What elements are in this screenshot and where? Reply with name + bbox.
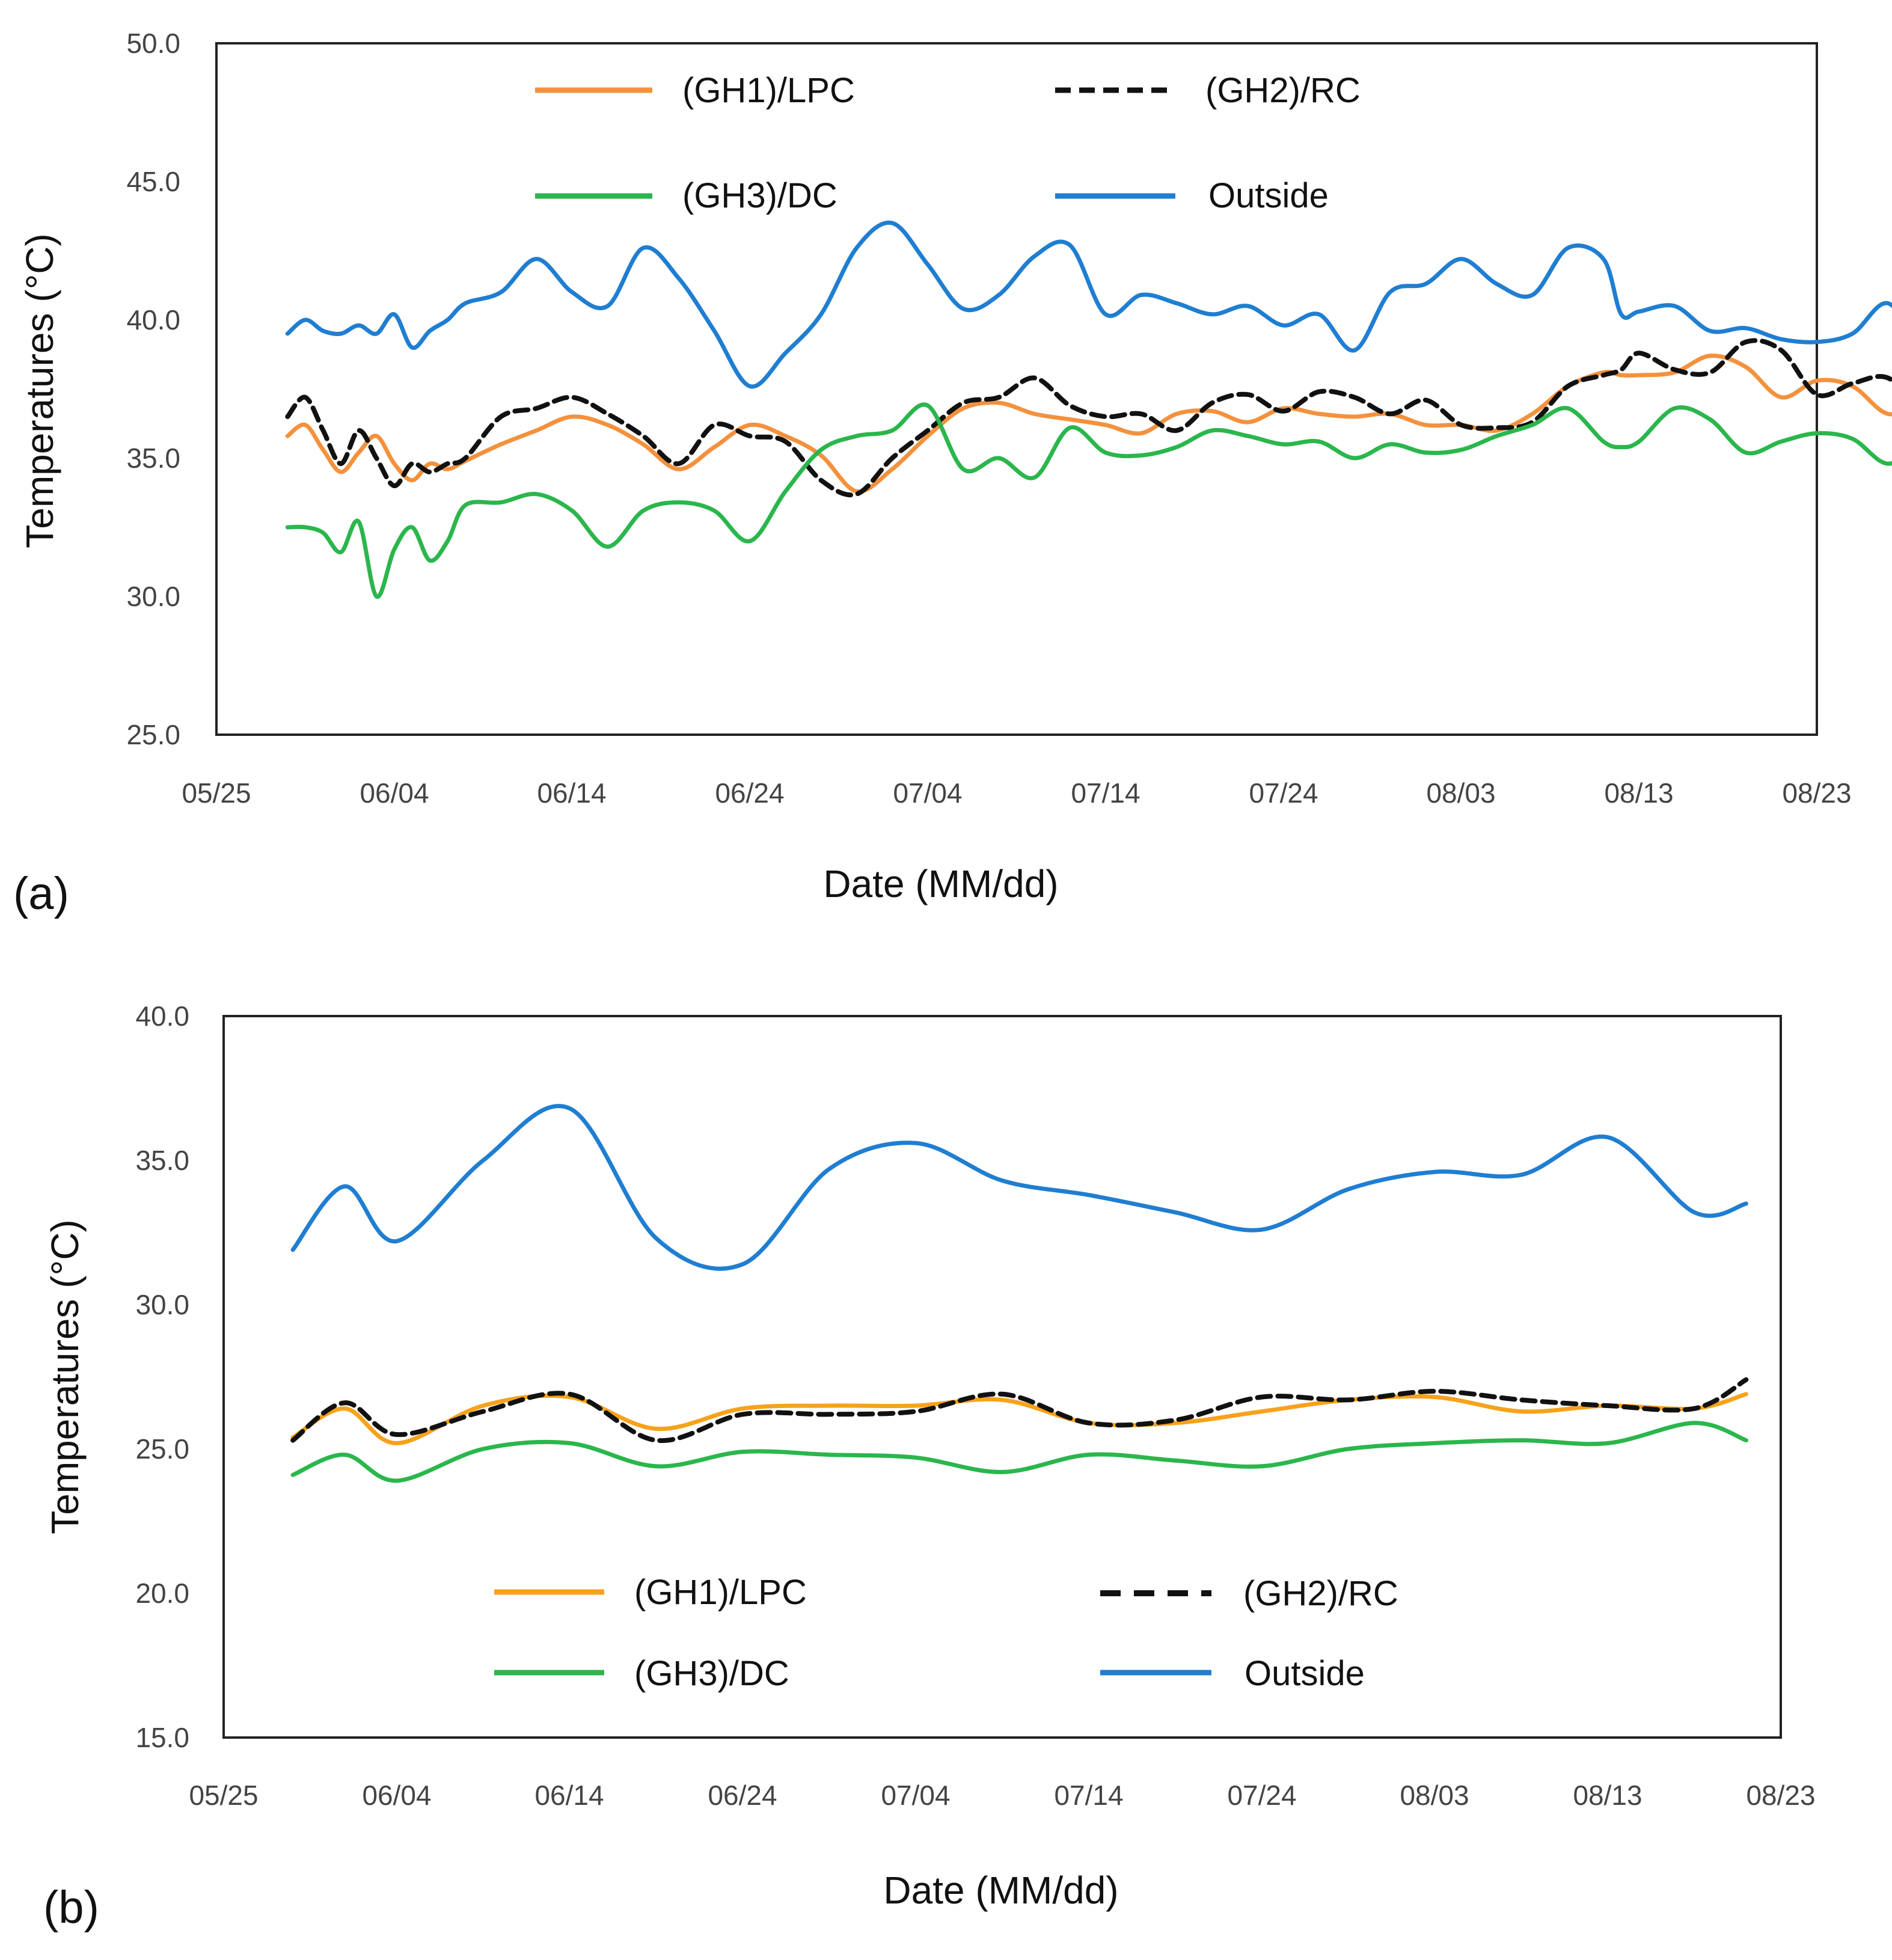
x-tick-label: 07/24 (1227, 1780, 1296, 1811)
legend-label-gh2: (GH2)/RC (1205, 71, 1361, 110)
x-tick-label: 06/14 (534, 1780, 604, 1811)
y-tick-label: 15.0 (135, 1722, 189, 1753)
series-line-outside (290, 1104, 1748, 1271)
x-tick-label: 07/04 (881, 1780, 950, 1811)
y-tick-label: 20.0 (135, 1578, 189, 1609)
legend-label-gh3: (GH3)/DC (634, 1654, 789, 1693)
x-tick-label: 08/03 (1400, 1780, 1469, 1811)
x-tick-label: 06/24 (708, 1780, 777, 1811)
legend-label-outside: Outside (1244, 1654, 1365, 1693)
x-tick-label: 05/25 (182, 777, 251, 809)
legend-label-gh2: (GH2)/RC (1243, 1574, 1398, 1613)
x-tick-label: 08/13 (1573, 1780, 1642, 1811)
y-axis-ticks: 25.0 30.0 35.0 40.0 45.0 50.0 (126, 28, 180, 750)
y-tick-label: 45.0 (126, 166, 180, 197)
series-line-gh3-dc (290, 1421, 1748, 1483)
series-line-gh1-lpc (285, 354, 1892, 494)
series-layer (285, 220, 1892, 599)
legend: (GH1)/LPC (GH2)/RC (GH3)/DC Outside (494, 1573, 1398, 1693)
series-line-gh2-rc (290, 1377, 1749, 1444)
chart-panel-b: 15.0 20.0 25.0 30.0 35.0 40.0 05/25 06/0… (43, 1000, 1816, 1933)
y-tick-label: 30.0 (135, 1289, 189, 1320)
x-tick-label: 06/14 (537, 777, 606, 809)
y-tick-label: 40.0 (126, 304, 180, 335)
x-tick-label: 08/03 (1426, 777, 1495, 809)
y-tick-label: 35.0 (135, 1145, 189, 1176)
x-tick-label: 05/25 (189, 1780, 258, 1811)
x-tick-label: 08/23 (1746, 1780, 1815, 1811)
y-axis-title: Temperatures (°C) (43, 1219, 87, 1534)
y-tick-label: 40.0 (135, 1000, 189, 1032)
legend-label-gh1: (GH1)/LPC (634, 1573, 807, 1612)
x-tick-label: 06/04 (360, 777, 429, 809)
plot-frame (222, 1015, 1782, 1739)
chart-panel-a: 25.0 30.0 35.0 40.0 45.0 50.0 05/25 06/0… (13, 28, 1892, 919)
y-tick-label: 25.0 (135, 1433, 189, 1465)
panel-label: (a) (13, 868, 69, 919)
y-axis-ticks: 15.0 20.0 25.0 30.0 35.0 40.0 (135, 1000, 189, 1753)
series-line-gh1-lpc (290, 1392, 1748, 1445)
legend-label-gh3: (GH3)/DC (682, 176, 837, 215)
x-tick-label: 07/14 (1054, 1780, 1123, 1811)
x-tick-label: 07/24 (1249, 777, 1318, 809)
y-tick-label: 30.0 (126, 581, 180, 612)
x-axis-title: Date (MM/dd) (823, 862, 1058, 905)
legend: (GH1)/LPC (GH2)/RC (GH3)/DC Outside (535, 71, 1361, 215)
x-axis-ticks: 05/25 06/04 06/14 06/24 07/04 07/14 07/2… (189, 1780, 1815, 1811)
series-line-gh2-rc (285, 338, 1892, 498)
x-tick-label: 08/13 (1604, 777, 1673, 809)
series-layer (290, 1104, 1749, 1483)
x-axis-ticks: 05/25 06/04 06/14 06/24 07/04 07/14 07/2… (182, 777, 1851, 809)
x-tick-label: 07/14 (1071, 777, 1140, 809)
series-line-gh3-dc (285, 402, 1892, 599)
y-tick-label: 35.0 (126, 443, 180, 474)
y-tick-label: 50.0 (126, 28, 180, 59)
x-axis-title: Date (MM/dd) (883, 1869, 1118, 1912)
panel-label: (b) (43, 1882, 99, 1933)
y-tick-label: 25.0 (126, 719, 180, 750)
x-tick-label: 07/04 (893, 777, 962, 809)
x-tick-label: 06/24 (715, 777, 784, 809)
y-axis-title: Temperatures (°C) (18, 233, 61, 548)
series-line-outside (285, 220, 1892, 389)
plot-frame (215, 42, 1818, 736)
x-tick-label: 06/04 (362, 1780, 431, 1811)
legend-label-outside: Outside (1208, 176, 1329, 215)
legend-label-gh1: (GH1)/LPC (682, 71, 855, 110)
x-tick-label: 08/23 (1782, 777, 1851, 809)
